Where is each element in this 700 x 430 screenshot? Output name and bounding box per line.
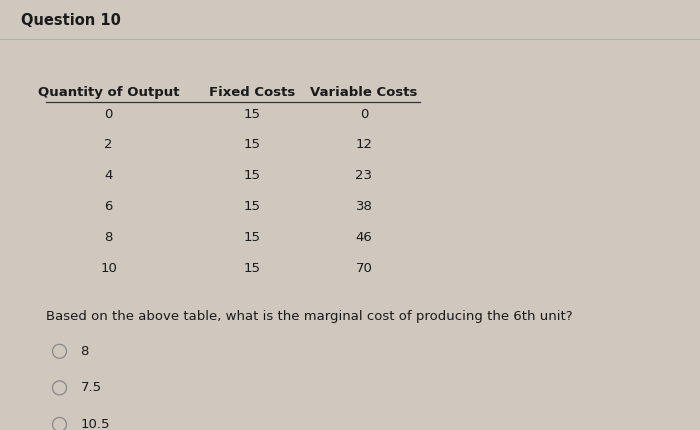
Ellipse shape — [52, 344, 66, 358]
Text: 8: 8 — [104, 231, 113, 244]
Text: 15: 15 — [244, 169, 260, 182]
Text: 4: 4 — [104, 169, 113, 182]
Text: Fixed Costs: Fixed Costs — [209, 86, 295, 99]
Text: 70: 70 — [356, 262, 372, 275]
Text: 2: 2 — [104, 138, 113, 151]
Text: 12: 12 — [356, 138, 372, 151]
Text: 46: 46 — [356, 231, 372, 244]
Ellipse shape — [52, 418, 66, 430]
Text: Based on the above table, what is the marginal cost of producing the 6th unit?: Based on the above table, what is the ma… — [46, 310, 572, 323]
Text: 23: 23 — [356, 169, 372, 182]
Text: 7.5: 7.5 — [80, 381, 101, 394]
Text: 15: 15 — [244, 262, 260, 275]
Text: 38: 38 — [356, 200, 372, 213]
Text: 15: 15 — [244, 200, 260, 213]
Text: 0: 0 — [360, 108, 368, 120]
Text: 15: 15 — [244, 108, 260, 120]
Ellipse shape — [52, 381, 66, 395]
Text: 0: 0 — [104, 108, 113, 120]
Text: 8: 8 — [80, 345, 89, 358]
Text: Quantity of Output: Quantity of Output — [38, 86, 179, 99]
Text: Question 10: Question 10 — [21, 13, 121, 28]
Text: 10.5: 10.5 — [80, 418, 110, 430]
Text: 10: 10 — [100, 262, 117, 275]
Text: 15: 15 — [244, 138, 260, 151]
Text: 15: 15 — [244, 231, 260, 244]
Text: Variable Costs: Variable Costs — [310, 86, 418, 99]
Text: 6: 6 — [104, 200, 113, 213]
